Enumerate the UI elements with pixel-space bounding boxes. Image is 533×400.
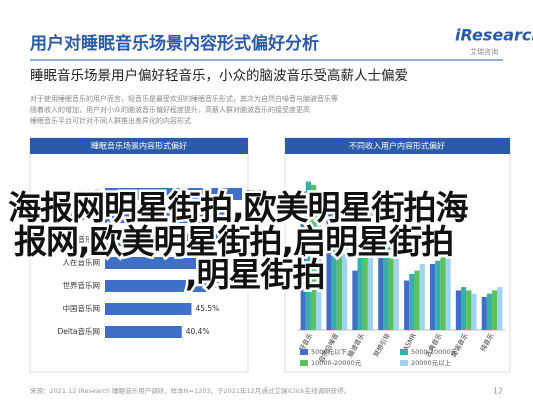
bar — [367, 204, 374, 330]
legend-swatch — [400, 360, 408, 366]
chart-title: 睡眠音乐场景内容形式偏好 — [91, 141, 187, 151]
overlay-text: ,明星街拍 — [183, 253, 329, 297]
bar — [409, 273, 415, 330]
x-tick-label: 脑波音乐 — [345, 331, 366, 358]
bar — [404, 280, 410, 330]
bar — [455, 290, 462, 330]
bar — [326, 211, 332, 330]
bar — [316, 198, 322, 330]
bar — [393, 234, 399, 330]
category-label: 中国音乐网 — [63, 303, 101, 313]
bar — [305, 181, 311, 330]
category-label: 轻音乐 — [78, 188, 101, 198]
value-label: 72.1% — [246, 189, 270, 198]
bar — [105, 303, 192, 315]
note: 睡眠音乐平台可针对不同人群推出差异化的内容形式 — [30, 116, 191, 125]
category-label: 人在音乐网 — [63, 257, 101, 267]
source: 来源：2021.12 iResearch 睡眠音乐用户调研，样本N=1203，于… — [30, 386, 350, 395]
legend-label: 10000-20000元 — [311, 359, 362, 367]
page-number: 12 — [493, 387, 503, 396]
left-panel-head — [30, 138, 248, 154]
bar — [461, 287, 467, 330]
value-label: 65.8% — [234, 212, 258, 221]
legend-swatch — [400, 349, 408, 355]
bar — [105, 211, 231, 223]
bar — [471, 293, 477, 330]
value-label: 53.3% — [210, 281, 234, 290]
bar — [497, 287, 503, 330]
subtitle: 睡眠音乐场景用户偏好轻音乐，小众的脑波音乐受高薪人士偏爱 — [30, 67, 408, 84]
bar — [388, 240, 394, 330]
bar — [429, 264, 436, 330]
x-tick-label: 纯音乐 — [478, 331, 496, 353]
bar — [378, 257, 384, 330]
value-label: 40.4% — [186, 327, 210, 336]
bar — [331, 204, 337, 330]
title: 用户对睡眠音乐场景内容形式偏好分析 — [30, 33, 319, 54]
value-label: 61.2% — [225, 235, 249, 244]
legend-label: 5000元以下 — [311, 348, 348, 356]
category-label: 人民音乐网 — [63, 234, 101, 244]
bar — [383, 247, 389, 330]
bar — [435, 260, 441, 330]
logo-sub: 艾瑞咨询 — [470, 47, 498, 56]
legend-label: 5000-10000元 — [411, 348, 458, 356]
bar — [352, 270, 358, 330]
bar — [466, 290, 472, 330]
right-panel-head — [285, 138, 510, 154]
category-label: Delta音乐网 — [57, 326, 100, 336]
bar — [357, 250, 363, 330]
bar — [419, 264, 425, 330]
x-tick-label: 冥想引导 — [371, 331, 392, 358]
note: 随着收入的增加，用户对小众的脑波音乐偏好程度提升，高薪人群对脑波音乐的接受度更高 — [30, 105, 310, 114]
bar — [486, 293, 493, 330]
bar — [440, 257, 446, 330]
bar — [341, 221, 348, 330]
bar — [105, 188, 242, 200]
value-label: 57.9% — [219, 258, 243, 267]
category-label: 自然白噪音 — [63, 211, 101, 221]
bar — [445, 250, 451, 330]
logo: iResearch — [455, 26, 533, 45]
note: 对于使用睡眠音乐的用户而言，轻音乐是最受欢迎的睡眠音乐形式，其次为自然白噪音与脑… — [30, 94, 338, 103]
legend-swatch — [300, 360, 308, 366]
bar — [310, 184, 317, 330]
bar — [481, 297, 487, 330]
bar — [362, 231, 368, 330]
bar — [105, 234, 222, 246]
bar — [414, 270, 420, 330]
category-label: 世界音乐网 — [63, 280, 101, 290]
bar — [492, 290, 498, 330]
overlay-text: 报网,欧美明星街拍,启明星街拍 — [11, 220, 456, 264]
bar — [336, 214, 342, 330]
chart-title: 不同收入用户内容形式偏好 — [349, 141, 445, 151]
legend-label: 20000元以上 — [411, 358, 452, 367]
bar — [105, 280, 207, 292]
bar — [300, 191, 306, 330]
value-label: 45.5% — [195, 304, 219, 313]
legend-swatch — [300, 349, 308, 355]
overlay-text: 海报网明星街拍,欧美明星街拍海 — [6, 186, 472, 230]
bar — [105, 257, 216, 269]
bar — [105, 326, 182, 338]
